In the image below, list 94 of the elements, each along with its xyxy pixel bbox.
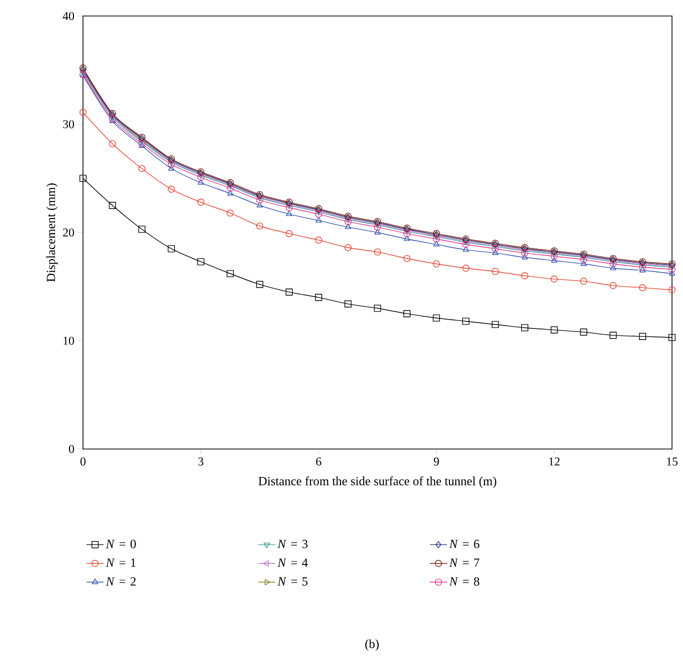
legend-label: N = 6 (449, 540, 480, 548)
legend-label: N = 4 (277, 558, 308, 567)
point (462, 246, 469, 252)
point (432, 260, 440, 268)
point (374, 304, 382, 312)
point (256, 196, 264, 204)
point (432, 314, 440, 322)
point (374, 224, 382, 231)
point (108, 202, 116, 209)
point (108, 140, 116, 148)
point (639, 284, 646, 292)
y-tick-label: 10 (64, 336, 74, 345)
point (403, 254, 410, 262)
x-tick-label: 3 (198, 458, 204, 466)
point (462, 318, 470, 325)
point (226, 209, 234, 217)
legend-label: N = 0 (106, 540, 136, 548)
point (550, 326, 558, 334)
point (580, 328, 588, 336)
point (198, 179, 204, 185)
point (403, 310, 410, 318)
point (226, 270, 234, 278)
y-axis-title: Displacement (mm) (46, 183, 58, 282)
point (256, 222, 264, 230)
y-tick-label: 40 (62, 12, 74, 20)
y-tick-label: 0 (68, 444, 74, 454)
point (286, 210, 292, 216)
point (404, 235, 410, 241)
point (668, 334, 676, 342)
point (286, 204, 293, 212)
point (374, 228, 381, 234)
point (492, 250, 498, 256)
x-tick-label: 15 (667, 458, 678, 466)
y-tick-label: 30 (63, 120, 74, 128)
point (138, 226, 146, 233)
point (197, 258, 204, 266)
legend-label: N = 1 (106, 558, 136, 567)
point (492, 320, 499, 328)
point (168, 186, 175, 193)
point (492, 268, 499, 276)
point (226, 184, 234, 192)
point (344, 300, 352, 308)
x-tick-label: 6 (316, 458, 322, 466)
y-tick-label: 20 (63, 228, 74, 237)
point (639, 332, 646, 340)
point (668, 286, 676, 294)
point (433, 240, 440, 246)
legend-label: N = 2 (106, 577, 136, 586)
point (286, 288, 293, 296)
point (610, 282, 617, 290)
x-tick-label: 9 (434, 458, 439, 466)
point (344, 244, 352, 252)
point (168, 165, 174, 171)
point (522, 254, 528, 260)
point (521, 272, 528, 280)
point (315, 294, 322, 301)
point (610, 332, 617, 339)
point (138, 165, 146, 172)
point (315, 217, 322, 223)
legend-label: N = 7 (449, 558, 480, 567)
point (521, 250, 528, 257)
point (227, 184, 234, 190)
point (197, 198, 204, 206)
point (344, 224, 352, 230)
point (550, 276, 558, 283)
point (580, 260, 587, 266)
x-tick-label: 12 (549, 458, 560, 466)
legend-label: N = 8 (449, 577, 480, 586)
point (315, 236, 322, 244)
point (315, 210, 322, 218)
point (286, 230, 293, 238)
point (551, 257, 558, 263)
point (580, 278, 588, 285)
point (374, 248, 382, 256)
point (639, 264, 646, 271)
x-axis-title: Distance from the side surface of the tunnel (m) (258, 476, 496, 488)
point (168, 245, 175, 252)
text: (b) (365, 639, 379, 651)
point (610, 264, 616, 270)
point (521, 324, 528, 332)
point (79, 108, 87, 116)
point (580, 256, 588, 264)
point (79, 174, 87, 182)
point (668, 270, 676, 276)
x-tick-label: 0 (80, 458, 86, 466)
point (227, 190, 234, 196)
legend-label: N = 3 (277, 540, 308, 548)
point (639, 266, 646, 272)
point (256, 280, 264, 288)
point (432, 235, 440, 243)
point (462, 264, 470, 272)
point (403, 230, 410, 238)
legend-label: N = 5 (277, 577, 308, 586)
point (256, 202, 263, 208)
